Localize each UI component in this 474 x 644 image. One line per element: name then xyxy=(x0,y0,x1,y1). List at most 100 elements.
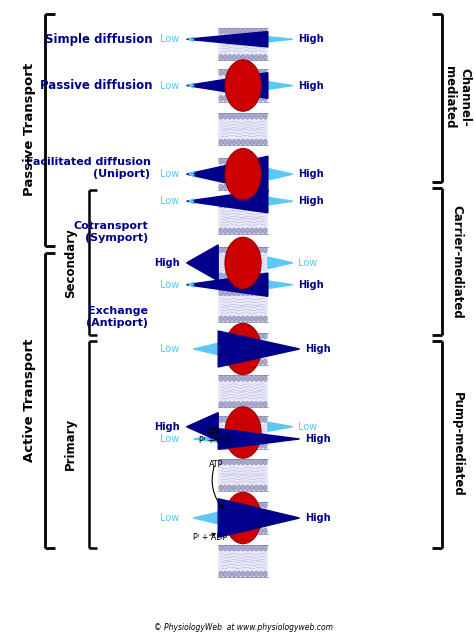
Circle shape xyxy=(259,316,263,322)
Circle shape xyxy=(259,28,263,34)
Text: ATP: ATP xyxy=(209,460,224,469)
Circle shape xyxy=(237,202,241,208)
Text: ATP: ATP xyxy=(206,428,220,437)
Circle shape xyxy=(259,54,263,60)
Circle shape xyxy=(241,273,245,279)
Circle shape xyxy=(219,459,223,465)
Circle shape xyxy=(232,158,236,164)
Circle shape xyxy=(250,442,254,448)
Circle shape xyxy=(237,290,241,296)
Circle shape xyxy=(259,417,263,422)
Circle shape xyxy=(237,545,241,551)
Circle shape xyxy=(225,323,261,375)
Circle shape xyxy=(241,417,245,422)
Circle shape xyxy=(237,502,241,508)
Circle shape xyxy=(225,407,261,459)
Circle shape xyxy=(223,273,228,279)
Circle shape xyxy=(246,247,249,253)
Circle shape xyxy=(241,290,245,296)
Circle shape xyxy=(232,139,236,145)
Circle shape xyxy=(263,95,267,101)
Circle shape xyxy=(246,485,249,491)
Text: High: High xyxy=(298,34,324,44)
Circle shape xyxy=(228,202,232,208)
Polygon shape xyxy=(187,32,268,47)
Circle shape xyxy=(263,158,267,164)
Bar xyxy=(218,502,268,534)
Circle shape xyxy=(223,375,228,381)
Circle shape xyxy=(219,401,223,407)
Polygon shape xyxy=(193,512,218,524)
Text: Pᴵ + ADP: Pᴵ + ADP xyxy=(193,533,228,542)
Bar xyxy=(218,459,268,491)
Circle shape xyxy=(263,528,267,534)
Circle shape xyxy=(223,95,228,101)
Circle shape xyxy=(246,417,249,422)
Circle shape xyxy=(263,485,267,491)
Circle shape xyxy=(250,158,254,164)
Bar xyxy=(218,290,268,322)
Circle shape xyxy=(237,95,241,101)
Circle shape xyxy=(223,247,228,253)
Circle shape xyxy=(237,113,241,119)
Circle shape xyxy=(254,158,258,164)
Circle shape xyxy=(237,375,241,381)
Text: High: High xyxy=(298,80,324,91)
Text: High: High xyxy=(305,434,330,444)
Circle shape xyxy=(254,528,258,534)
Circle shape xyxy=(259,571,263,577)
Circle shape xyxy=(232,70,236,75)
Circle shape xyxy=(250,502,254,508)
Circle shape xyxy=(223,316,228,322)
Circle shape xyxy=(219,184,223,190)
Circle shape xyxy=(254,290,258,296)
Circle shape xyxy=(259,113,263,119)
Circle shape xyxy=(259,273,263,279)
Circle shape xyxy=(246,228,249,234)
Circle shape xyxy=(259,528,263,534)
Circle shape xyxy=(237,247,241,253)
Bar xyxy=(218,333,268,365)
Circle shape xyxy=(232,401,236,407)
Text: Low: Low xyxy=(160,34,179,44)
Circle shape xyxy=(254,228,258,234)
Circle shape xyxy=(246,113,249,119)
Circle shape xyxy=(241,70,245,75)
Polygon shape xyxy=(218,498,300,537)
Circle shape xyxy=(254,359,258,365)
Bar xyxy=(218,545,268,577)
Circle shape xyxy=(259,139,263,145)
Circle shape xyxy=(254,442,258,448)
Bar xyxy=(218,247,268,279)
Text: High: High xyxy=(305,344,330,354)
Circle shape xyxy=(254,247,258,253)
Circle shape xyxy=(250,545,254,551)
Circle shape xyxy=(241,184,245,190)
Circle shape xyxy=(225,492,261,544)
Circle shape xyxy=(254,113,258,119)
Circle shape xyxy=(254,545,258,551)
Polygon shape xyxy=(268,82,293,90)
Circle shape xyxy=(241,459,245,465)
Polygon shape xyxy=(187,156,268,192)
Circle shape xyxy=(241,401,245,407)
Circle shape xyxy=(254,95,258,101)
Circle shape xyxy=(219,528,223,534)
Circle shape xyxy=(232,54,236,60)
Circle shape xyxy=(241,158,245,164)
Circle shape xyxy=(263,28,267,34)
Circle shape xyxy=(254,316,258,322)
Circle shape xyxy=(241,28,245,34)
Polygon shape xyxy=(268,422,293,431)
Polygon shape xyxy=(187,273,268,296)
Polygon shape xyxy=(268,197,293,205)
Circle shape xyxy=(263,54,267,60)
Circle shape xyxy=(237,70,241,75)
Circle shape xyxy=(228,359,232,365)
Circle shape xyxy=(250,459,254,465)
Circle shape xyxy=(223,184,228,190)
Circle shape xyxy=(250,375,254,381)
Circle shape xyxy=(246,158,249,164)
Circle shape xyxy=(241,228,245,234)
Circle shape xyxy=(254,28,258,34)
